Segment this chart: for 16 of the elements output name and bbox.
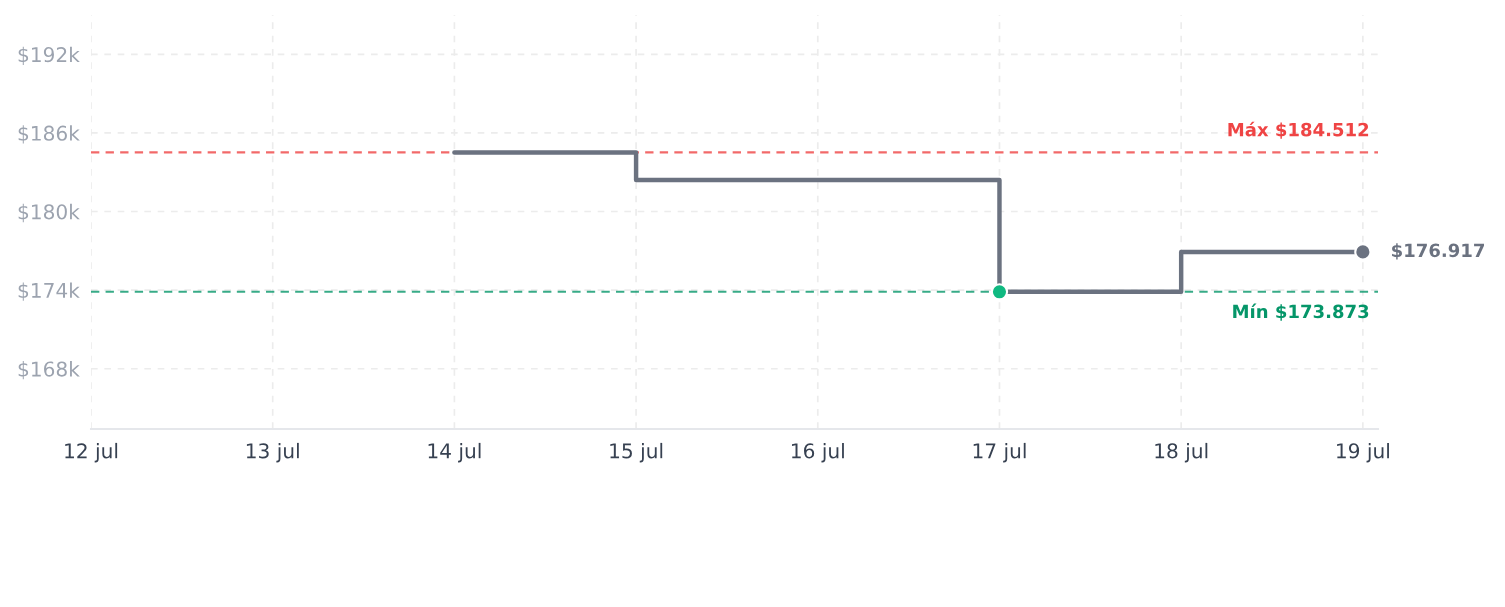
x-tick-label: 17 jul: [973, 442, 1026, 463]
x-tick-label: 12 jul: [65, 442, 118, 463]
x-tick-label: 19 jul: [1337, 442, 1389, 463]
x-tick-label: 15 jul: [610, 442, 663, 463]
y-tick-label: $186k: [18, 125, 80, 144]
x-tick-label: 13 jul: [246, 442, 299, 463]
y-tick-label: $180k: [18, 203, 80, 223]
x-tick-label: 18 jul: [1155, 442, 1208, 463]
x-tick-label: 14 jul: [428, 442, 481, 463]
x-tick-label: 16 jul: [792, 442, 844, 463]
ref-line-label: Máx $184.512: [1228, 121, 1369, 139]
annotation: $176.917: [1392, 243, 1484, 260]
y-tick-label: $192k: [18, 46, 80, 65]
y-tick-label: $168k: [18, 361, 80, 380]
y-tick-label: $174k: [18, 282, 80, 301]
ref-line-label: Mín $173.873: [1233, 303, 1369, 321]
